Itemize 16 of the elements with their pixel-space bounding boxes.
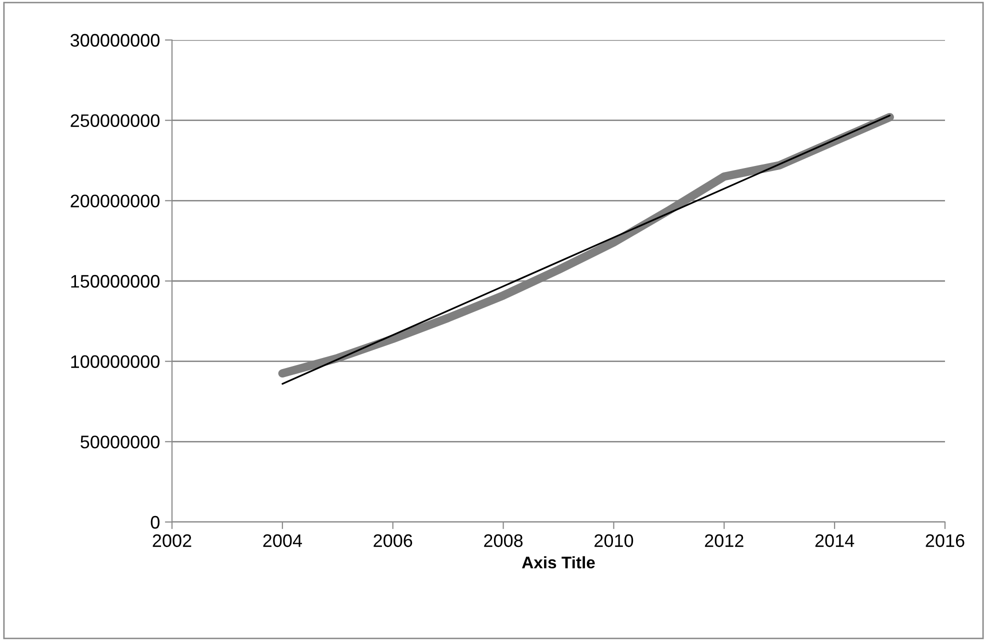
x-tick-label: 2016: [926, 534, 964, 548]
y-tick-label: 0: [150, 516, 160, 529]
x-tick-label: 2006: [374, 534, 412, 548]
x-tick-label: 2012: [704, 534, 744, 548]
y-tick-label: 250000000: [70, 114, 160, 128]
x-tick-label: 2010: [594, 534, 634, 548]
x-tick-label: 2008: [484, 534, 523, 548]
y-tick-label: 50000000: [80, 436, 160, 448]
y-tick-label: 150000000: [71, 274, 160, 288]
y-tick-label: 200000000: [70, 194, 160, 208]
x-tick-label: 2014: [815, 534, 854, 548]
y-tick-label: 300000000: [70, 34, 160, 47]
y-tick-label: 100000000: [71, 355, 160, 368]
x-axis-title: Axis Title: [522, 556, 595, 568]
x-tick-label: 2002: [152, 534, 192, 548]
x-tick-label: 2004: [263, 534, 302, 548]
